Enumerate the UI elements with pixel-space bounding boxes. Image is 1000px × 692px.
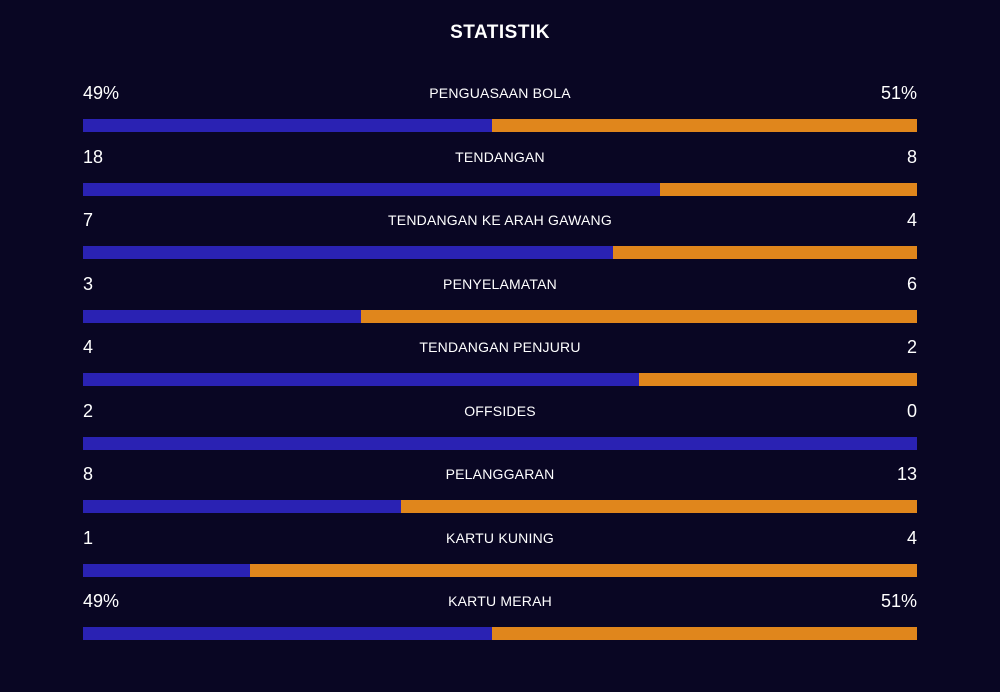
comparison-bar <box>83 500 917 513</box>
comparison-bar <box>83 182 917 196</box>
stat-row-offsides: 2 OFFSIDES 0 <box>83 396 917 460</box>
away-value: 51% <box>880 83 917 103</box>
home-bar-fill <box>83 182 661 196</box>
away-value: 4 <box>906 527 917 548</box>
home-value: 18 <box>83 146 104 167</box>
comparison-bar <box>83 309 917 323</box>
home-bar-fill <box>83 627 492 640</box>
home-bar-fill <box>83 119 492 132</box>
stat-row-corners: 4 TENDANGAN PENJURU 2 <box>83 332 917 396</box>
away-bar-fill <box>249 563 917 577</box>
comparison-bar <box>83 436 917 450</box>
comparison-bar <box>83 119 917 132</box>
comparison-bar <box>83 373 917 386</box>
stat-row-yellow-cards: 1 KARTU KUNING 4 <box>83 523 917 587</box>
away-value: 6 <box>906 273 917 294</box>
stat-row-possession: 49% PENGUASAAN BOLA 51% <box>83 78 917 142</box>
page-title: STATISTIK <box>450 22 550 43</box>
home-bar-fill <box>83 500 401 513</box>
comparison-bar <box>83 627 917 640</box>
home-value: 49% <box>83 591 120 611</box>
away-bar-fill <box>613 246 917 259</box>
home-value: 49% <box>83 83 120 103</box>
stat-row-saves: 3 PENYELAMATAN 6 <box>83 269 917 333</box>
stat-label: KARTU KUNING <box>446 529 554 546</box>
away-value: 4 <box>906 210 917 230</box>
stat-row-shots-on-target: 7 TENDANGAN KE ARAH GAWANG 4 <box>83 205 917 269</box>
away-value: 2 <box>906 337 917 357</box>
away-value: 13 <box>896 464 917 484</box>
home-value: 1 <box>83 527 94 548</box>
away-bar-fill <box>491 119 917 132</box>
stat-row-shots: 18 TENDANGAN 8 <box>83 142 917 206</box>
stat-label: TENDANGAN PENJURU <box>419 339 581 355</box>
stat-row-red-cards: 49% KARTU MERAH 51% <box>83 586 917 650</box>
home-bar-fill <box>83 436 917 450</box>
home-value: 8 <box>83 464 94 484</box>
stats-list: 49% PENGUASAAN BOLA 51% 18 TENDANGAN 8 <box>83 78 917 650</box>
stat-label: PENYELAMATAN <box>443 275 557 292</box>
home-value: 2 <box>83 400 94 421</box>
stat-label: PELANGGARAN <box>445 466 555 482</box>
home-bar-fill <box>83 246 614 259</box>
comparison-bar <box>83 246 917 259</box>
home-value: 3 <box>83 273 94 294</box>
away-bar-fill <box>660 182 917 196</box>
away-value: 8 <box>906 146 917 167</box>
stat-label: TENDANGAN KE ARAH GAWANG <box>388 212 612 228</box>
away-value: 51% <box>880 591 917 611</box>
stat-label: TENDANGAN <box>455 148 545 165</box>
stat-row-fouls: 8 PELANGGARAN 13 <box>83 459 917 523</box>
home-bar-fill <box>83 563 250 577</box>
comparison-bar <box>83 563 917 577</box>
stat-label: PENGUASAAN BOLA <box>429 85 571 101</box>
away-bar-fill <box>639 373 917 386</box>
stat-label: OFFSIDES <box>464 402 536 419</box>
away-bar-fill <box>360 309 917 323</box>
away-value: 0 <box>906 400 917 421</box>
stat-label: KARTU MERAH <box>448 593 552 609</box>
away-bar-fill <box>400 500 917 513</box>
away-bar-fill <box>491 627 917 640</box>
home-value: 7 <box>83 210 94 230</box>
home-bar-fill <box>83 309 361 323</box>
home-value: 4 <box>83 337 94 357</box>
home-bar-fill <box>83 373 640 386</box>
